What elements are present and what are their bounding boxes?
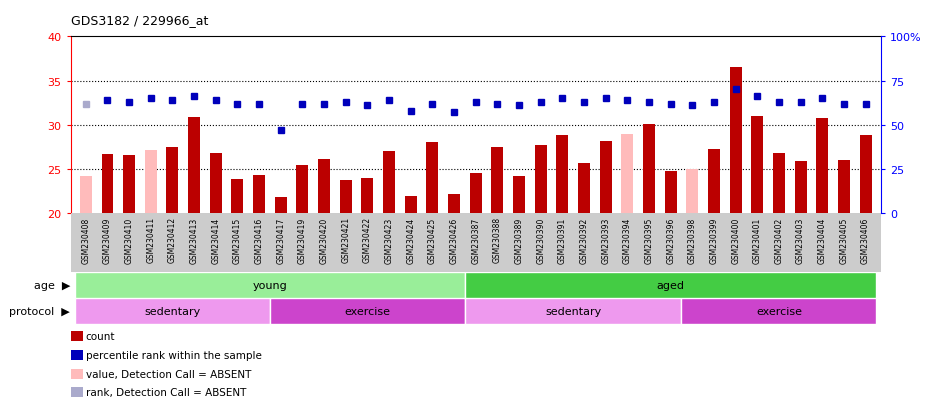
Bar [318,160,330,214]
Bar [600,141,611,214]
Bar [773,154,785,214]
Text: GSM230401: GSM230401 [753,217,762,263]
Bar [383,152,395,214]
Text: percentile rank within the sample: percentile rank within the sample [86,350,262,360]
Text: GSM230412: GSM230412 [168,217,177,263]
Text: exercise: exercise [345,306,390,316]
Bar [465,299,681,324]
Text: GSM230423: GSM230423 [384,217,394,263]
Text: sedentary: sedentary [144,306,201,316]
Text: GSM230402: GSM230402 [774,217,784,263]
Bar [123,156,135,214]
Text: exercise: exercise [756,306,802,316]
Bar [80,177,91,214]
Text: aged: aged [657,280,685,291]
Bar [470,174,481,214]
Bar [188,118,200,214]
Text: GSM230421: GSM230421 [341,217,350,263]
Text: GSM230422: GSM230422 [363,217,372,263]
Bar [448,195,460,214]
Text: protocol  ▶: protocol ▶ [9,306,71,316]
Bar [513,177,525,214]
Text: count: count [86,332,115,342]
Text: GSM230406: GSM230406 [861,217,870,263]
Text: GSM230408: GSM230408 [81,217,90,263]
Bar [643,125,655,214]
Text: GSM230393: GSM230393 [601,217,610,263]
Bar [752,116,763,214]
Bar [465,273,876,299]
Bar [253,176,265,214]
Bar [75,299,270,324]
Bar [817,119,828,214]
Bar [535,146,546,214]
Bar [578,164,590,214]
Bar [795,162,806,214]
Bar [427,143,438,214]
Text: GSM230426: GSM230426 [449,217,459,263]
Text: GSM230395: GSM230395 [644,217,654,263]
Bar [167,147,178,214]
Bar [622,134,633,214]
Bar [687,170,698,214]
Bar [75,273,465,299]
Bar [270,299,465,324]
Text: GSM230398: GSM230398 [688,217,697,263]
Text: GSM230391: GSM230391 [558,217,567,263]
Bar [232,179,243,214]
Text: sedentary: sedentary [545,306,601,316]
Text: GSM230424: GSM230424 [406,217,415,263]
Text: GSM230387: GSM230387 [471,217,480,263]
Text: GSM230410: GSM230410 [124,217,134,263]
Text: GSM230420: GSM230420 [319,217,329,263]
Bar [730,68,741,214]
Text: GSM230390: GSM230390 [536,217,545,263]
Text: young: young [252,280,287,291]
Bar [210,154,221,214]
Text: GSM230399: GSM230399 [709,217,719,263]
Text: GSM230404: GSM230404 [818,217,827,263]
Text: GSM230417: GSM230417 [276,217,285,263]
Text: GSM230394: GSM230394 [623,217,632,263]
Text: GSM230413: GSM230413 [189,217,199,263]
Text: GSM230414: GSM230414 [211,217,220,263]
Text: GSM230392: GSM230392 [579,217,589,263]
Bar [340,180,351,214]
Bar [838,161,850,214]
Bar [708,150,720,214]
Text: GSM230389: GSM230389 [514,217,524,263]
Bar [665,171,676,214]
Text: GSM230409: GSM230409 [103,217,112,263]
Text: GSM230400: GSM230400 [731,217,740,263]
Bar [362,178,373,214]
Text: value, Detection Call = ABSENT: value, Detection Call = ABSENT [86,369,252,379]
Text: GSM230415: GSM230415 [233,217,242,263]
Text: GSM230403: GSM230403 [796,217,805,263]
Bar [860,135,871,214]
Bar [405,196,416,214]
Text: GSM230416: GSM230416 [254,217,264,263]
Text: age  ▶: age ▶ [34,280,71,291]
Bar [297,165,308,214]
Bar [557,135,568,214]
Text: GSM230396: GSM230396 [666,217,675,263]
Bar [492,147,503,214]
Bar [102,154,113,214]
Text: GSM230425: GSM230425 [428,217,437,263]
Text: GDS3182 / 229966_at: GDS3182 / 229966_at [71,14,208,27]
Text: GSM230411: GSM230411 [146,217,155,263]
Text: rank, Detection Call = ABSENT: rank, Detection Call = ABSENT [86,387,246,397]
Text: GSM230388: GSM230388 [493,217,502,263]
Bar [681,299,876,324]
Bar [145,150,156,214]
Text: GSM230419: GSM230419 [298,217,307,263]
Text: GSM230405: GSM230405 [839,217,849,263]
Bar [275,198,286,214]
